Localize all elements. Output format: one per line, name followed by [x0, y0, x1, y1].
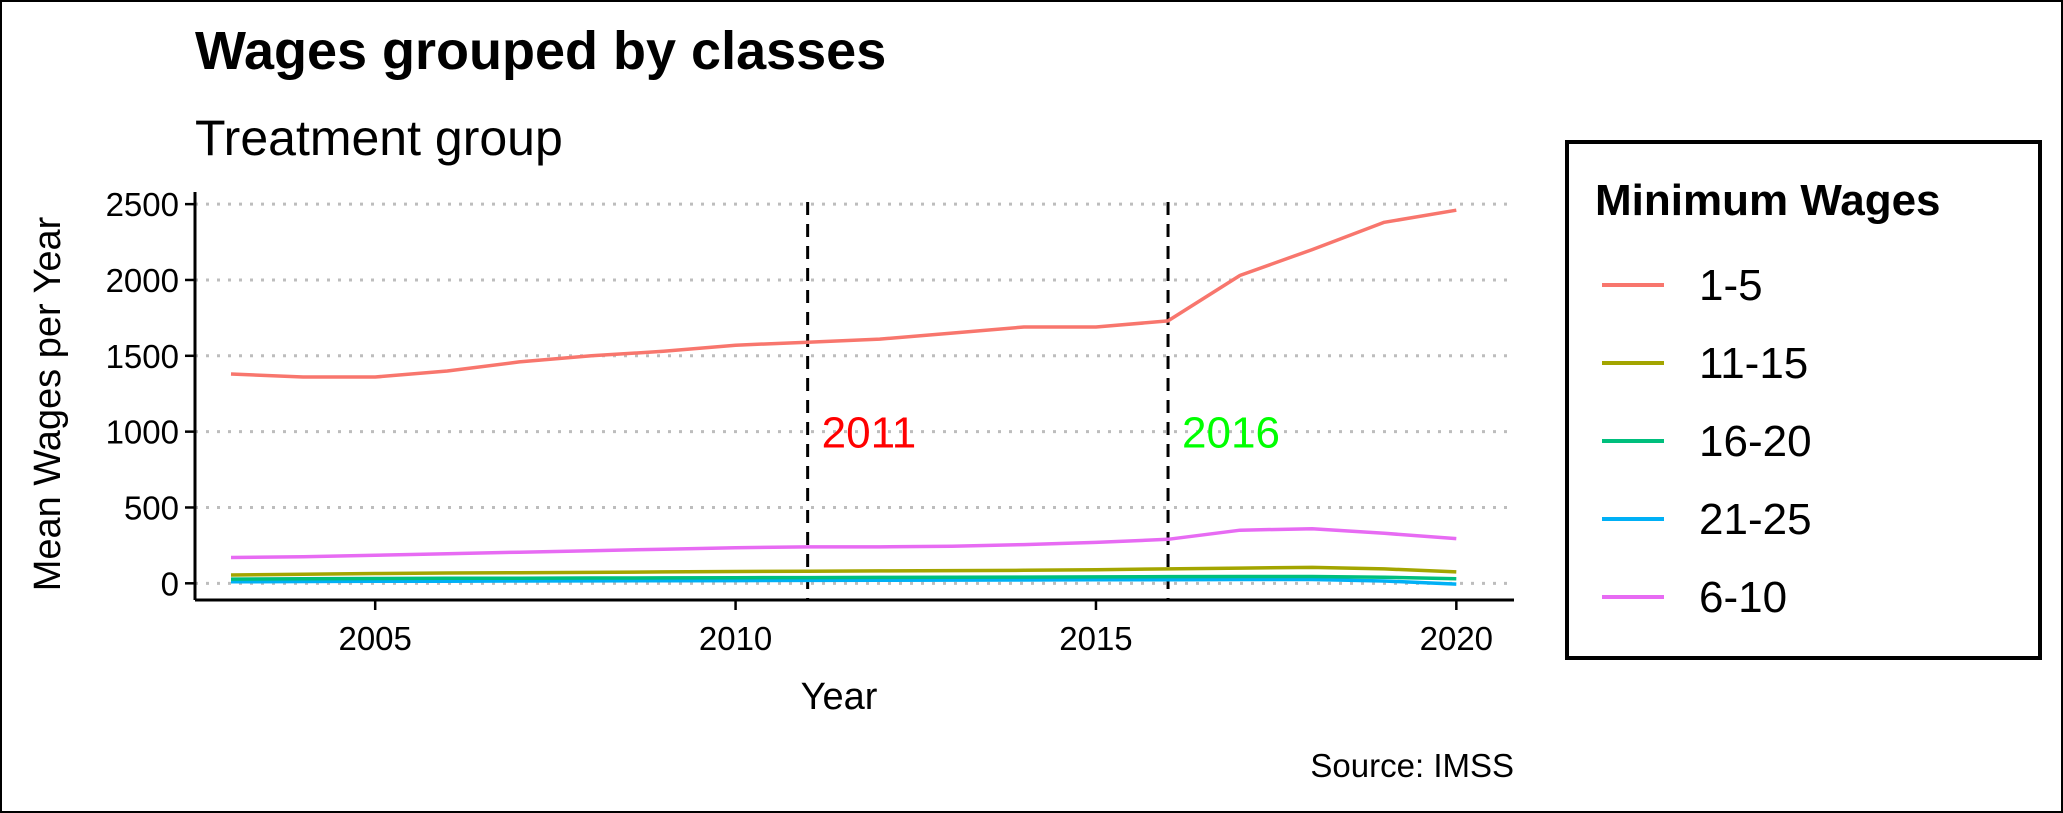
- legend: Minimum Wages 1-5 11-15 16-20 21-25 6-10: [1565, 140, 2042, 660]
- y-tick-label: 2500: [106, 186, 179, 223]
- series-line-21-25: [230, 577, 1457, 586]
- x-tick-label: 2020: [1420, 620, 1493, 657]
- y-tick-label: 1000: [106, 414, 179, 451]
- y-tick-label: 500: [124, 489, 179, 526]
- chart-caption: Source: IMSS: [1310, 747, 1514, 784]
- legend-title: Minimum Wages: [1595, 176, 1941, 225]
- chart-subtitle: Treatment group: [195, 110, 563, 166]
- y-tick-label: 1500: [106, 338, 179, 375]
- series-line-16-20: [230, 574, 1457, 581]
- x-tick-label: 2010: [699, 620, 772, 657]
- legend-items: 1-5 11-15 16-20 21-25 6-10: [1602, 261, 1812, 622]
- series-line-6-10: [230, 526, 1457, 560]
- y-axis-title: Mean Wages per Year: [27, 216, 69, 591]
- y-tick-label: 2000: [106, 262, 179, 299]
- y-tick-label: 0: [161, 565, 179, 602]
- legend-box: [1565, 140, 2042, 660]
- series-line-1-5: [230, 208, 1457, 379]
- axes: [193, 192, 1514, 602]
- series-lines: [230, 208, 1457, 586]
- grid-lines: [195, 202, 1514, 585]
- annotation-2011: 2011: [822, 409, 917, 458]
- x-axis-title: Year: [801, 676, 878, 718]
- legend-label-1-5: 1-5: [1699, 261, 1763, 310]
- x-ticks: 2005 2010 2015 2020: [338, 600, 1493, 657]
- chart-title: Wages grouped by classes: [195, 21, 886, 81]
- x-tick-label: 2015: [1059, 620, 1132, 657]
- legend-label-16-20: 16-20: [1699, 417, 1812, 466]
- annotation-2016: 2016: [1182, 409, 1280, 458]
- legend-label-6-10: 6-10: [1699, 573, 1787, 622]
- legend-label-11-15: 11-15: [1699, 339, 1808, 388]
- legend-label-21-25: 21-25: [1699, 495, 1812, 544]
- series-line-11-15: [230, 565, 1457, 577]
- reference-lines: 2011 2016: [806, 202, 1280, 600]
- y-ticks: 0 500 1000 1500 2000 2500: [106, 186, 195, 602]
- x-tick-label: 2005: [338, 620, 411, 657]
